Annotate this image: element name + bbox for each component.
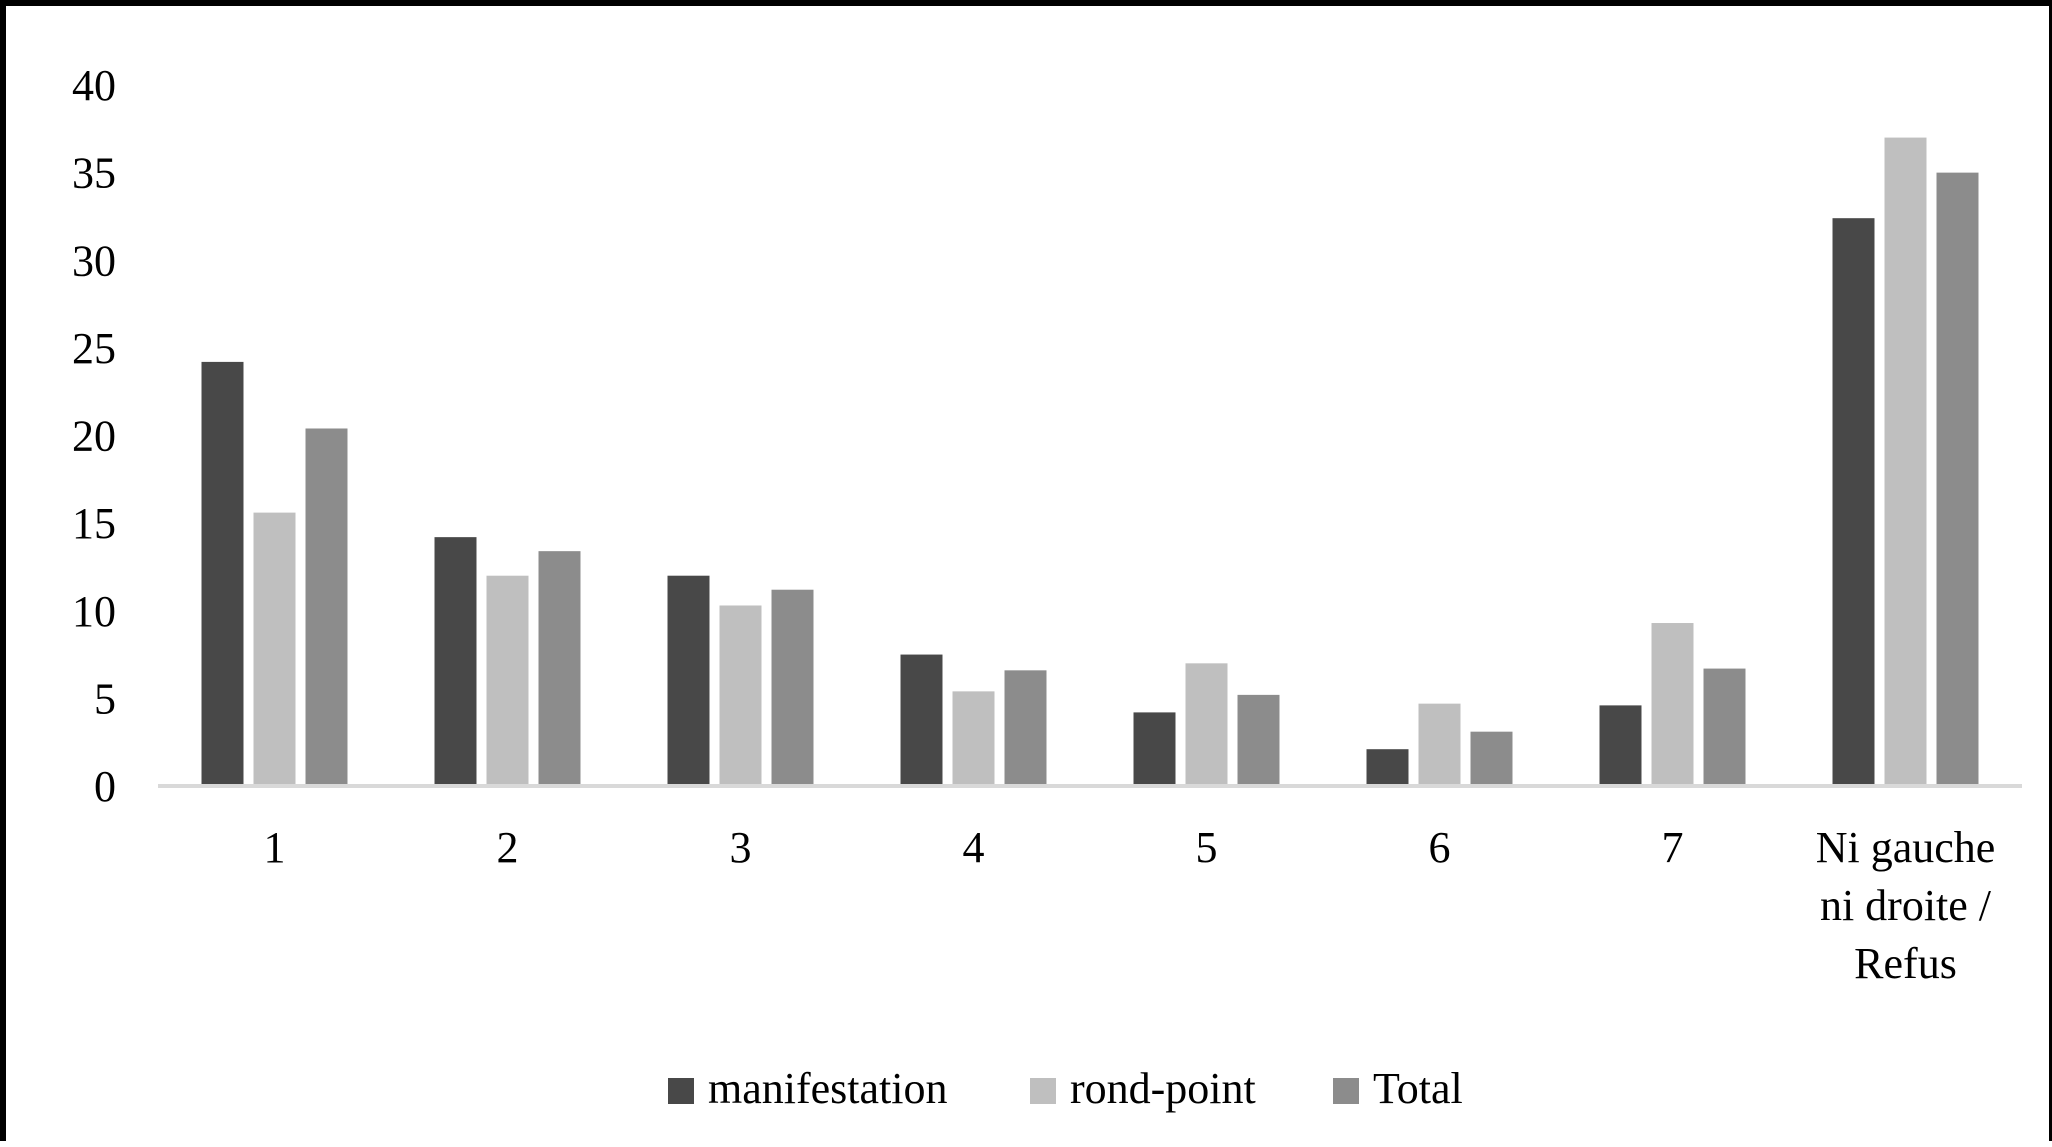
- bar-rond-point-1: [253, 512, 296, 786]
- y-tick-label: 15: [72, 499, 116, 548]
- bar-rond-point-3: [719, 605, 762, 786]
- legend-label-total: Total: [1373, 1064, 1463, 1113]
- y-tick-label: 30: [72, 236, 116, 285]
- x-tick-label: 5: [1196, 823, 1218, 872]
- legend-label-rond-point: rond-point: [1070, 1064, 1256, 1113]
- y-axis-tick-labels: 0 5 10 15 20 25 30 35 40: [72, 61, 116, 811]
- x-tick-label: ni droite /: [1820, 881, 1992, 930]
- y-tick-label: 25: [72, 324, 116, 373]
- bar-total-6: [1470, 731, 1513, 786]
- bar-manifestation-5: [1133, 712, 1176, 786]
- legend: manifestation rond-point Total: [668, 1064, 1463, 1113]
- bar-total-7: [1703, 668, 1746, 786]
- x-tick-label: Refus: [1854, 939, 1957, 988]
- legend-swatch-rond-point: [1030, 1078, 1056, 1104]
- bar-rond-point-8: [1884, 137, 1927, 786]
- bar-total-4: [1004, 670, 1047, 786]
- y-tick-label: 10: [72, 587, 116, 636]
- bar-rond-point-5: [1185, 663, 1228, 786]
- y-tick-label: 35: [72, 149, 116, 198]
- bar-total-1: [305, 428, 348, 786]
- bar-chart: 0 5 10 15 20 25 30 35 40 1 2 3 4 5 6 7 Ni gauche ni droi…: [72, 61, 2022, 1113]
- legend-swatch-manifestation: [668, 1078, 694, 1104]
- bar-total-8: [1936, 172, 1979, 786]
- y-tick-label: 5: [94, 674, 116, 723]
- bar-rond-point-7: [1651, 623, 1694, 786]
- x-tick-label: 7: [1662, 823, 1684, 872]
- y-tick-label: 20: [72, 412, 116, 461]
- bar-manifestation-2: [434, 537, 477, 786]
- x-tick-label: 1: [264, 823, 286, 872]
- bar-total-2: [538, 551, 581, 786]
- bars: [201, 137, 1979, 786]
- bar-total-3: [771, 589, 814, 786]
- bar-manifestation-8: [1832, 218, 1875, 786]
- x-axis-category-labels: 1 2 3 4 5 6 7 Ni gauche ni droite / Refus: [264, 823, 1996, 988]
- bar-manifestation-4: [900, 654, 943, 786]
- y-tick-label: 0: [94, 762, 116, 811]
- bar-rond-point-6: [1418, 703, 1461, 786]
- bar-manifestation-7: [1599, 705, 1642, 786]
- x-tick-label: 6: [1429, 823, 1451, 872]
- x-tick-label: 2: [497, 823, 519, 872]
- bar-manifestation-3: [667, 575, 710, 786]
- x-tick-label: 4: [963, 823, 985, 872]
- bar-total-5: [1237, 694, 1280, 786]
- y-tick-label: 40: [72, 61, 116, 110]
- bar-manifestation-1: [201, 361, 244, 786]
- legend-swatch-total: [1333, 1078, 1359, 1104]
- bar-manifestation-6: [1366, 749, 1409, 786]
- x-tick-label: 3: [730, 823, 752, 872]
- bar-rond-point-4: [952, 691, 995, 786]
- x-tick-label: Ni gauche: [1816, 823, 1996, 872]
- bar-rond-point-2: [486, 575, 529, 786]
- legend-label-manifestation: manifestation: [708, 1064, 948, 1113]
